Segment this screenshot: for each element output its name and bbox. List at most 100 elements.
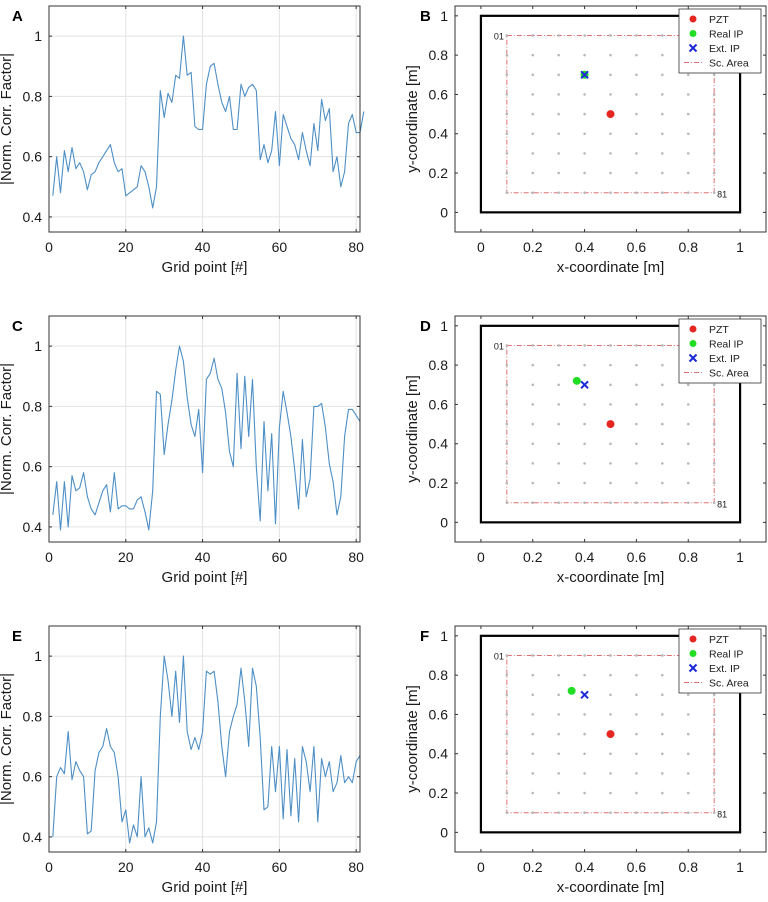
panel-letter: F [420,628,429,645]
grid-point [505,191,509,194]
grid-point [531,93,535,96]
legend-ext-ip-stroke [688,663,698,673]
legend-entry: Real IP [709,29,743,41]
grid-point [635,422,638,426]
grid-point [661,34,664,37]
grid-point [661,713,664,716]
grid-point [686,481,690,485]
grid-point [609,462,612,465]
grid-point [505,811,509,814]
y-tick-label: 0.8 [23,708,43,724]
grid-point [505,732,509,736]
panel-letter: E [12,628,22,645]
grid-point [505,73,509,77]
legend-ext-ip-symbol [688,663,698,673]
grid-point [505,673,509,677]
grid-point [661,791,664,795]
grid-point [609,383,612,387]
grid-point [557,73,560,77]
grid-point [557,654,560,657]
grid-point [583,811,586,814]
y-tick-label: 1 [440,318,448,334]
panel-b: B 0 0.2 0.4 0.6 0.8 1 0 0.2 0.4 0.6 0.8 1 x-coordinat… [404,5,767,276]
x-tick-label: 40 [195,859,211,875]
grid-point [661,422,664,426]
y-tick-label: 0.8 [23,88,43,104]
grid-point [635,344,638,347]
y-tick-label: 1 [34,648,42,664]
grid-point [661,403,664,406]
grid-point [635,442,638,446]
x-tick-label: 60 [272,239,288,255]
legend-ext-ip-stroke [688,43,698,53]
x-tick-label: 0 [477,859,485,875]
grid-point [661,654,664,657]
grid-point [609,501,612,504]
grid-point [686,752,690,756]
y-tick-label: 0.6 [429,86,449,102]
grid-point [531,481,535,485]
x-tick-label: 0 [477,549,485,565]
grid-point [609,403,612,406]
y-axis-label: |Norm. Corr. Factor| [0,673,15,805]
grid-point [531,654,535,657]
grid-point [635,462,638,465]
grid-point [583,752,586,756]
y-tick-label: 0.6 [23,459,43,475]
grid-point [583,481,586,485]
grid-point [635,73,638,77]
x-tick-label: 0 [45,239,53,255]
corner-label-last: 81 [717,190,727,200]
legend-entry: PZT [709,324,729,336]
x-tick-label: 80 [348,859,364,875]
grid-point [686,93,690,96]
grid-point [505,422,509,426]
grid-point [557,791,560,795]
plate-outline [479,634,742,834]
plate-outline [479,324,742,524]
grid-point [686,462,690,465]
grid-point [609,344,612,347]
grid-point [531,791,535,795]
x-tick-label: 60 [272,859,288,875]
grid-point [531,693,535,697]
y-tick-label: 1 [34,28,42,44]
axes-frame [48,5,361,233]
grid-point [712,501,716,504]
grid-point [635,53,638,57]
grid-point [531,403,535,406]
axes-frame [48,625,361,853]
grid-point [583,654,586,657]
grid-point [557,501,560,504]
grid-point [712,713,716,716]
grid-point [712,732,716,736]
grid-point [712,462,716,465]
x-axis-label: Grid point [#] [162,879,248,896]
plot-area [49,626,360,852]
grid-point [531,152,535,155]
grid-point [661,462,664,465]
grid-point [583,363,586,367]
grid-point [505,363,509,367]
grid-point [686,152,690,155]
grid-point [661,53,664,57]
legend-ext-ip-symbol [688,353,698,363]
grid-point [686,501,690,504]
x-tick-label: 0.6 [627,859,647,875]
grid-point [712,152,716,155]
grid-point [686,713,690,716]
grid-point [505,383,509,387]
y-tick-label: 0.4 [23,519,43,535]
grid-point [635,673,638,677]
grid-point [531,811,535,814]
grid-point [661,191,664,194]
x-tick-label: 0.6 [627,239,647,255]
grid-point [661,383,664,387]
x-tick-label: 60 [272,549,288,565]
x-tick-label: 0.2 [523,549,543,565]
grid-point [557,344,560,347]
grid-point [609,752,612,756]
grid-point [531,442,535,446]
grid-point [712,191,716,194]
x-tick-label: 40 [195,239,211,255]
